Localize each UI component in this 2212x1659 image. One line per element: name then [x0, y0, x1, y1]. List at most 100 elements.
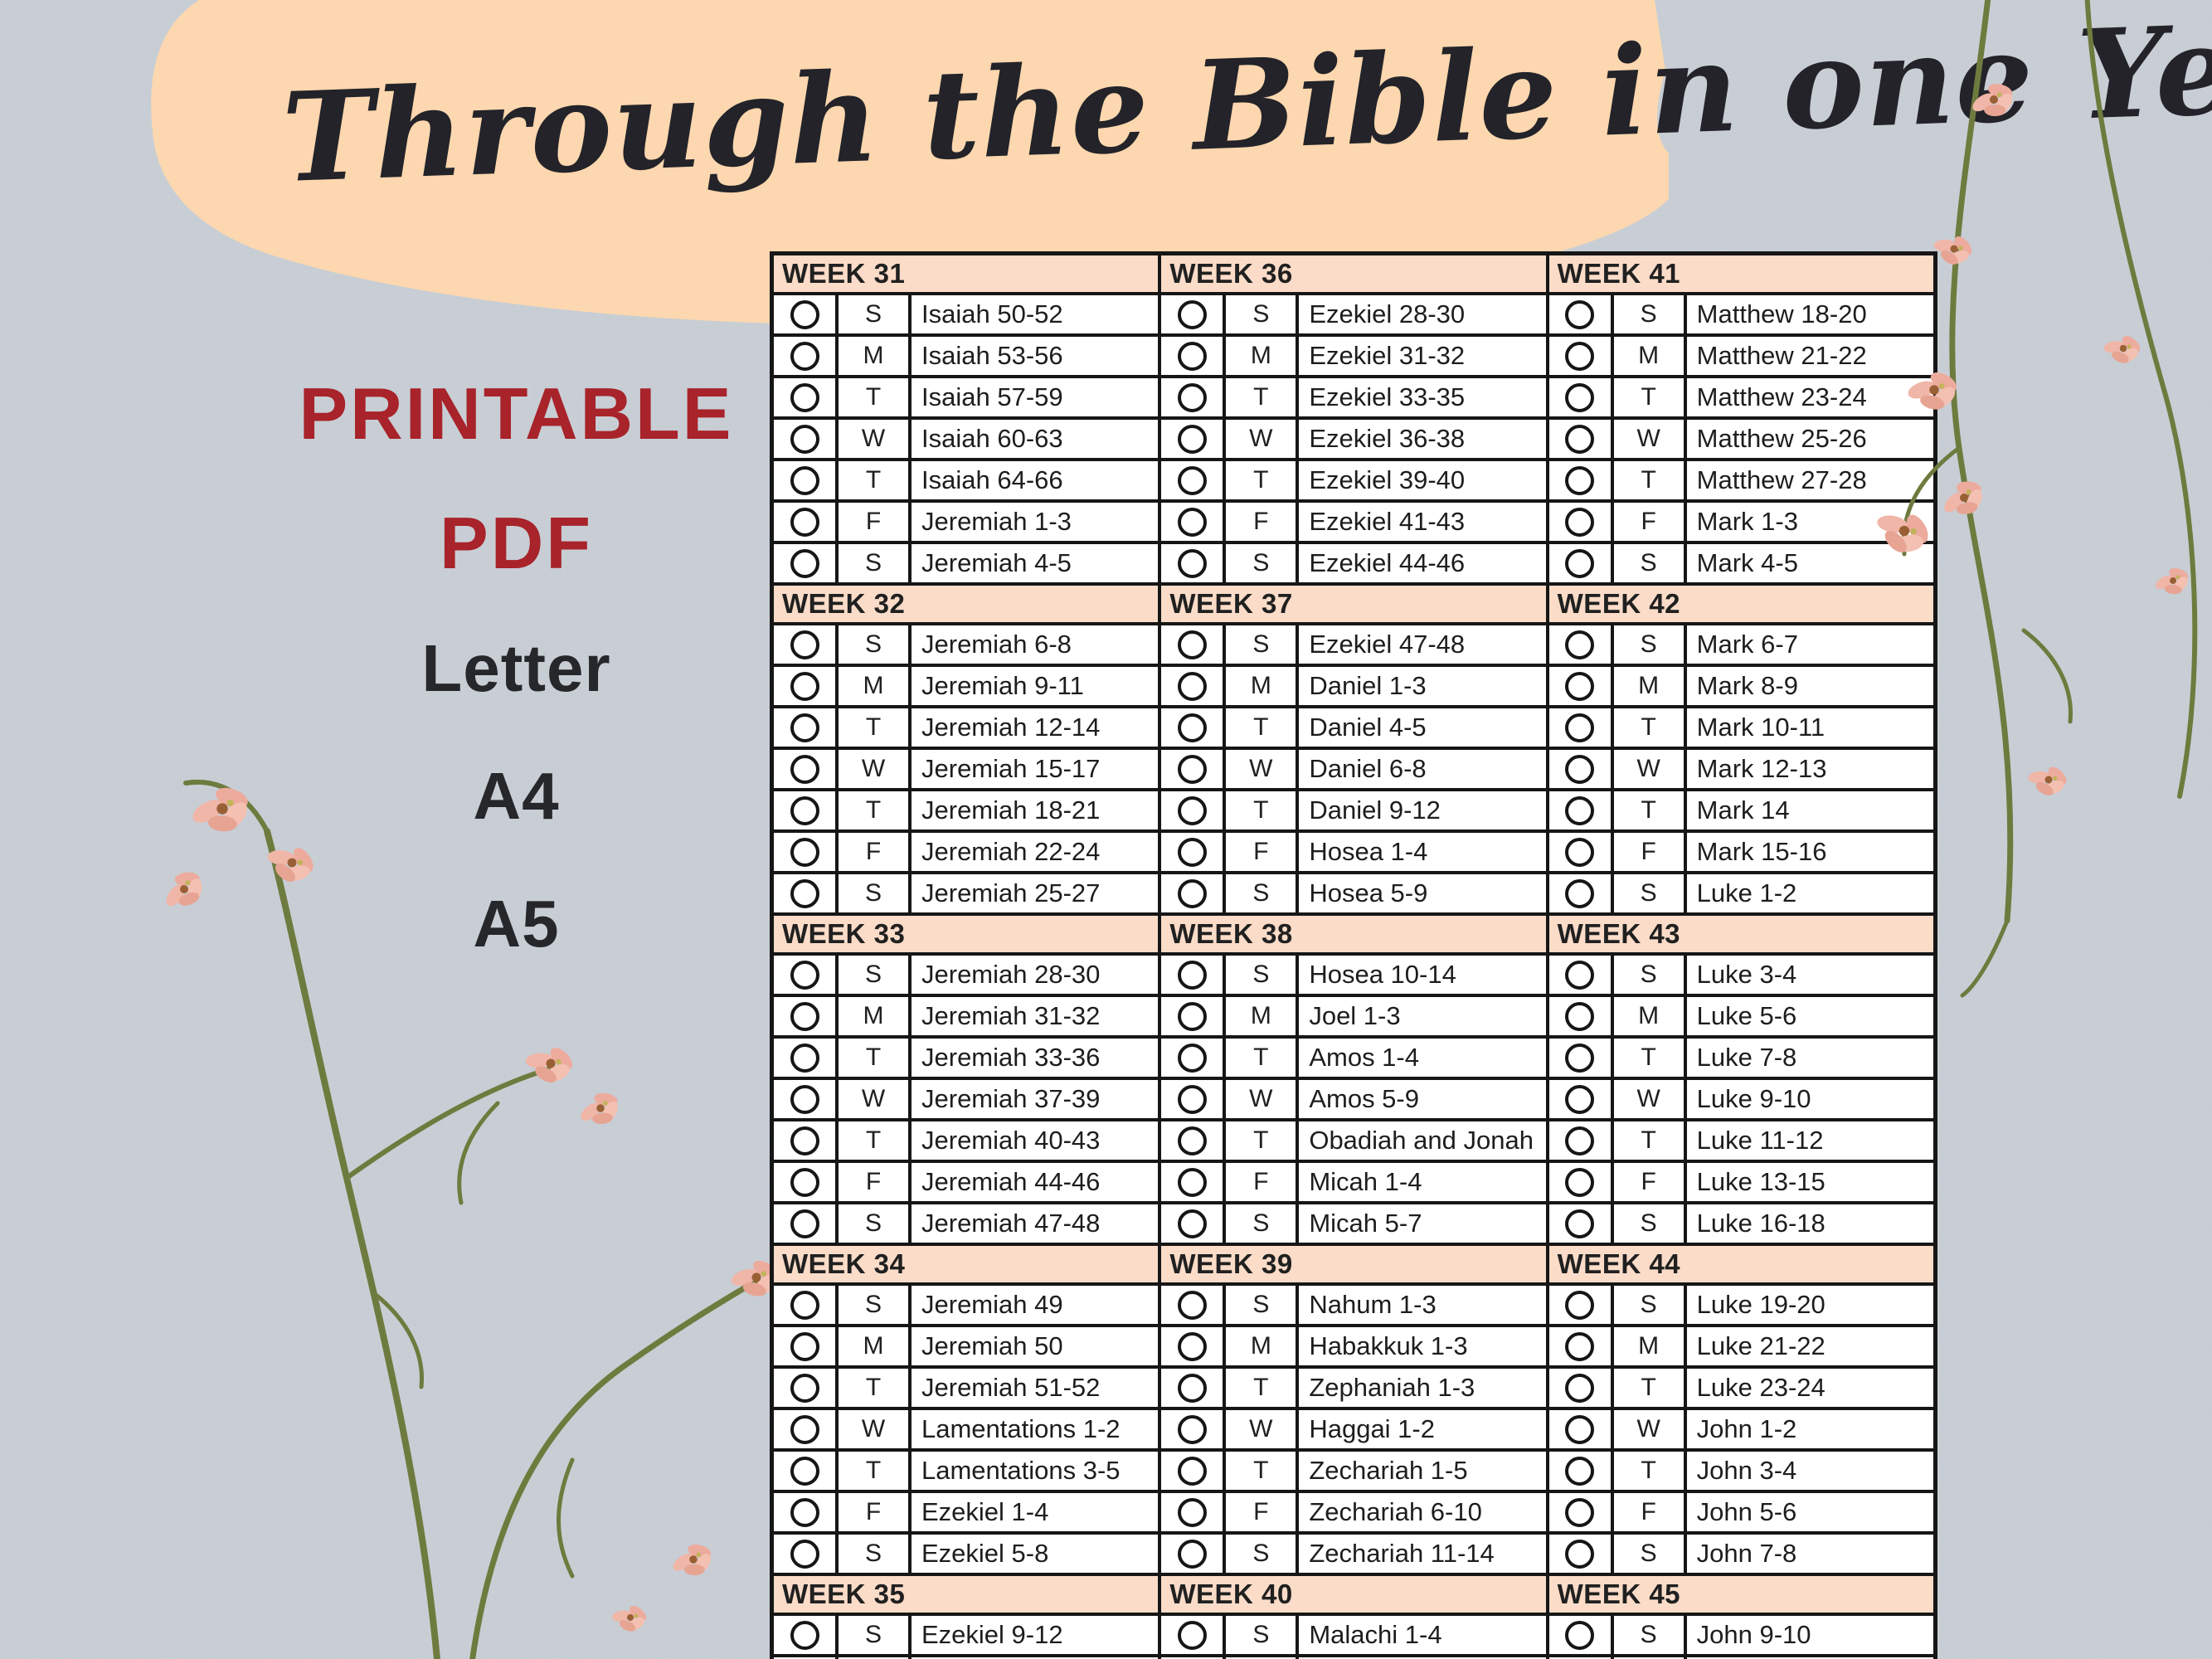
reading-row: S Jeremiah 49: [774, 1286, 1159, 1327]
reading-row: S Jeremiah 47-48: [774, 1204, 1159, 1246]
checkbox-circle[interactable]: [790, 1497, 819, 1527]
checkbox-circle[interactable]: [1565, 795, 1595, 825]
checkbox-circle[interactable]: [790, 1456, 819, 1486]
checkbox-circle[interactable]: [790, 754, 819, 784]
checkbox-circle[interactable]: [1177, 507, 1207, 537]
checkbox-circle[interactable]: [1565, 878, 1595, 908]
checkbox-circle[interactable]: [1177, 465, 1207, 495]
checkbox-circle[interactable]: [1177, 382, 1207, 412]
checkbox-circle[interactable]: [1177, 1084, 1207, 1114]
checkbox-circle[interactable]: [1565, 1331, 1595, 1361]
checkbox-circle[interactable]: [1177, 671, 1207, 701]
checkbox-circle[interactable]: [1565, 299, 1595, 329]
checkbox-circle[interactable]: [1177, 713, 1207, 742]
checkbox-circle[interactable]: [790, 1001, 819, 1031]
reading-row: M Isaiah 53-56: [774, 337, 1159, 378]
checkbox-circle[interactable]: [790, 424, 819, 454]
reading-row: T Jeremiah 51-52: [774, 1369, 1159, 1410]
checkbox-circle[interactable]: [1177, 630, 1207, 659]
checkbox-circle[interactable]: [790, 382, 819, 412]
checkbox-circle[interactable]: [790, 548, 819, 578]
day-letter: M: [1226, 667, 1300, 705]
checkbox-circle[interactable]: [1565, 630, 1595, 659]
checkbox-circle[interactable]: [790, 299, 819, 329]
checkbox-circle[interactable]: [1565, 1456, 1595, 1486]
checkbox-circle[interactable]: [1565, 1167, 1595, 1197]
checkbox-circle[interactable]: [1565, 1539, 1595, 1569]
checkbox-circle[interactable]: [1565, 1620, 1595, 1650]
checkbox-circle[interactable]: [1177, 1331, 1207, 1361]
checkbox-circle[interactable]: [1565, 424, 1595, 454]
checkbox-circle[interactable]: [790, 507, 819, 537]
checkbox-circle[interactable]: [1177, 1539, 1207, 1569]
checkbox-circle[interactable]: [1177, 878, 1207, 908]
checkbox-circle[interactable]: [1565, 1209, 1595, 1238]
week-header: WEEK 39: [1161, 1246, 1546, 1286]
checkbox-circle[interactable]: [1565, 341, 1595, 371]
checkbox-circle[interactable]: [790, 1209, 819, 1238]
checkbox-circle[interactable]: [1177, 837, 1207, 867]
checkbox-circle[interactable]: [1177, 1414, 1207, 1444]
checkbox-circle[interactable]: [1565, 1001, 1595, 1031]
checkbox-circle[interactable]: [1177, 341, 1207, 371]
reading-row: W Lamentations 1-2: [774, 1410, 1159, 1452]
checkbox-circle[interactable]: [1177, 1043, 1207, 1073]
checkbox-circle[interactable]: [1565, 1043, 1595, 1073]
checkbox-circle[interactable]: [1565, 465, 1595, 495]
day-letter: M: [839, 667, 912, 705]
checkbox-circle[interactable]: [790, 1126, 819, 1155]
checkbox-circle[interactable]: [790, 1331, 819, 1361]
checkbox-cell: [1161, 667, 1227, 705]
checkbox-circle[interactable]: [1565, 1414, 1595, 1444]
checkbox-circle[interactable]: [790, 795, 819, 825]
checkbox-circle[interactable]: [1177, 1167, 1207, 1197]
checkbox-circle[interactable]: [1177, 548, 1207, 578]
checkbox-circle[interactable]: [790, 341, 819, 371]
checkbox-circle[interactable]: [1565, 1373, 1595, 1403]
day-letter: S: [1226, 874, 1300, 912]
checkbox-circle[interactable]: [1177, 1497, 1207, 1527]
checkbox-circle[interactable]: [790, 713, 819, 742]
checkbox-circle[interactable]: [790, 837, 819, 867]
checkbox-circle[interactable]: [1177, 960, 1207, 990]
checkbox-circle[interactable]: [1565, 1290, 1595, 1320]
checkbox-circle[interactable]: [1565, 382, 1595, 412]
checkbox-circle[interactable]: [1177, 1290, 1207, 1320]
checkbox-circle[interactable]: [1565, 1497, 1595, 1527]
checkbox-circle[interactable]: [1177, 1456, 1207, 1486]
checkbox-circle[interactable]: [1565, 837, 1595, 867]
checkbox-circle[interactable]: [1565, 1126, 1595, 1155]
checkbox-circle[interactable]: [1177, 754, 1207, 784]
checkbox-circle[interactable]: [1177, 795, 1207, 825]
checkbox-circle[interactable]: [790, 1373, 819, 1403]
checkbox-circle[interactable]: [790, 1539, 819, 1569]
checkbox-circle[interactable]: [1565, 671, 1595, 701]
checkbox-circle[interactable]: [1565, 548, 1595, 578]
checkbox-circle[interactable]: [1565, 1084, 1595, 1114]
week-header: WEEK 36: [1161, 255, 1546, 295]
checkbox-circle[interactable]: [1565, 507, 1595, 537]
checkbox-circle[interactable]: [790, 1414, 819, 1444]
reading-text: Hosea 5-9: [1309, 878, 1428, 907]
checkbox-circle[interactable]: [1177, 1620, 1207, 1650]
checkbox-cell: [1549, 833, 1614, 871]
checkbox-circle[interactable]: [1565, 960, 1595, 990]
checkbox-circle[interactable]: [1177, 1126, 1207, 1155]
checkbox-circle[interactable]: [1177, 1001, 1207, 1031]
checkbox-circle[interactable]: [1177, 299, 1207, 329]
checkbox-circle[interactable]: [790, 1084, 819, 1114]
checkbox-circle[interactable]: [1565, 754, 1595, 784]
checkbox-circle[interactable]: [1177, 1373, 1207, 1403]
checkbox-circle[interactable]: [790, 630, 819, 659]
checkbox-circle[interactable]: [1177, 424, 1207, 454]
checkbox-circle[interactable]: [790, 960, 819, 990]
checkbox-circle[interactable]: [790, 1043, 819, 1073]
checkbox-circle[interactable]: [790, 1167, 819, 1197]
checkbox-circle[interactable]: [790, 878, 819, 908]
checkbox-circle[interactable]: [1177, 1209, 1207, 1238]
checkbox-circle[interactable]: [790, 1290, 819, 1320]
checkbox-circle[interactable]: [790, 671, 819, 701]
checkbox-circle[interactable]: [1565, 713, 1595, 742]
checkbox-circle[interactable]: [790, 1620, 819, 1650]
checkbox-circle[interactable]: [790, 465, 819, 495]
